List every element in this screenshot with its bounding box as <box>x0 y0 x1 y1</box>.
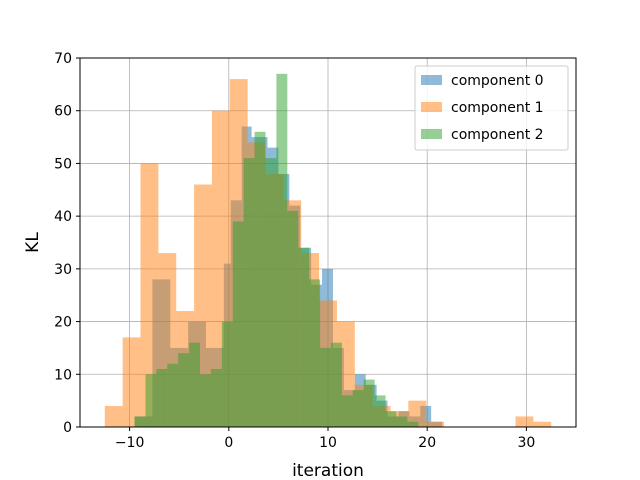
histogram-bar-component-2 <box>363 379 375 427</box>
legend: component 0 component 1 component 2 <box>414 65 569 151</box>
legend-label: component 2 <box>451 127 544 143</box>
legend-swatch <box>421 102 442 112</box>
axis-ticks: −10 0 10 20 30 0 10 20 30 40 50 60 70 <box>54 51 535 451</box>
legend-swatch <box>421 129 442 139</box>
histogram-bar-component-1 <box>426 421 445 427</box>
histogram-bar-component-2 <box>385 411 397 427</box>
histogram-bar-component-1 <box>408 400 427 427</box>
legend-swatch <box>421 75 442 85</box>
x-tick-label: −10 <box>115 435 145 451</box>
y-tick-label: 40 <box>54 209 72 225</box>
histogram-bar-component-2 <box>352 390 364 427</box>
y-tick-label: 30 <box>54 262 72 278</box>
y-tick-label: 10 <box>54 367 72 383</box>
legend-label: component 1 <box>451 100 544 116</box>
histogram-bar-component-2 <box>167 363 179 427</box>
histogram-bar-component-2 <box>145 374 157 427</box>
histogram-bar-component-2 <box>287 210 299 427</box>
histogram-bar-component-1 <box>140 163 159 427</box>
histogram-bar-component-2 <box>341 395 353 427</box>
histogram-bar-component-2 <box>407 421 419 427</box>
x-tick-label: 0 <box>224 435 233 451</box>
x-tick-label: 20 <box>418 435 436 451</box>
y-tick-label: 0 <box>63 420 72 436</box>
histogram-bar-component-1 <box>104 405 123 427</box>
histogram-bar-component-1 <box>515 416 534 427</box>
histogram-bar-component-2 <box>276 73 288 428</box>
histogram-bar-component-2 <box>156 369 168 427</box>
x-tick-label: 10 <box>319 435 337 451</box>
histogram-bar-component-2 <box>243 158 255 427</box>
y-tick-label: 60 <box>54 104 72 120</box>
y-axis-title: KL <box>23 232 43 253</box>
histogram-bar-component-2 <box>134 416 146 427</box>
histogram-bar-component-2 <box>178 353 190 427</box>
y-tick-label: 70 <box>54 51 72 67</box>
histogram-bar-component-2 <box>232 221 244 427</box>
histogram-bars <box>104 73 552 428</box>
histogram-bar-component-2 <box>309 279 321 427</box>
histogram-bar-component-2 <box>320 347 331 427</box>
histogram-bar-component-2 <box>189 342 201 427</box>
legend-label: component 0 <box>451 73 544 89</box>
histogram-bar-component-2 <box>298 247 310 427</box>
y-tick-label: 20 <box>54 315 72 331</box>
histogram-bar-component-2 <box>374 395 386 427</box>
legend-box <box>414 65 569 151</box>
x-tick-label: 30 <box>517 435 535 451</box>
histogram-bar-component-2 <box>200 374 211 427</box>
histogram-bar-component-2 <box>396 416 408 427</box>
histogram-bar-component-1 <box>533 421 552 427</box>
histogram-bar-component-2 <box>210 369 222 427</box>
x-axis-title: iteration <box>292 461 364 480</box>
histogram-bar-component-2 <box>330 342 342 427</box>
histogram-bar-component-2 <box>265 158 277 427</box>
histogram-bar-component-2 <box>221 321 233 427</box>
histogram-bar-component-1 <box>122 337 141 427</box>
histogram-bar-component-2 <box>254 131 266 428</box>
y-tick-label: 50 <box>54 156 72 172</box>
